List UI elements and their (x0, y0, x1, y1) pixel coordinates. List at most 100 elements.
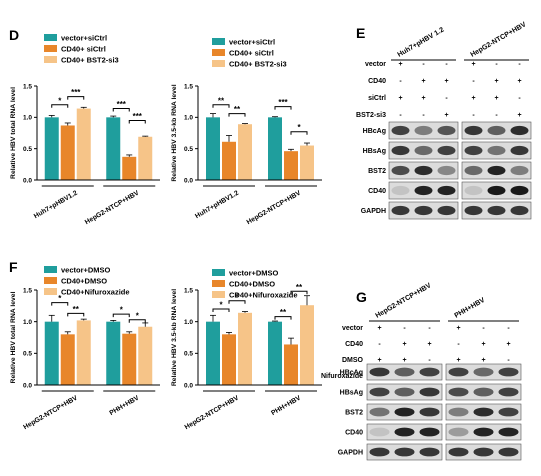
legend-swatch (44, 56, 57, 63)
band-label: HBsAg (340, 390, 363, 397)
panel-e-blot: E Huh7+pHBV 1.2 HepG2-NTCP+HBV vector + - - + - -… (356, 21, 532, 220)
condition-mark: + (517, 78, 521, 85)
legend-label: CD40+Nifuroxazide (229, 291, 298, 300)
blot-band (510, 145, 529, 156)
blot-band (394, 427, 415, 437)
y-tick-label: 0.0 (23, 382, 32, 389)
condition-mark: - (403, 325, 406, 332)
band-label: HBcAg (340, 370, 363, 377)
band-label: CD40 (345, 430, 363, 437)
x-category-label: HepG2-NTCP+HBV (84, 189, 141, 226)
significance-bracket (212, 104, 230, 108)
legend-label: CD40+ siCtrl (61, 45, 106, 54)
bar (76, 108, 91, 180)
y-axis-label: Relative HBV 3.5-kb RNA level (171, 289, 178, 386)
band-label: HBsAg (363, 148, 386, 155)
legend-swatch (212, 60, 225, 67)
condition-mark: + (481, 357, 485, 364)
legend-label: vector+siCtrl (61, 34, 107, 43)
condition-mark: - (445, 61, 448, 68)
significance-bracket (112, 313, 130, 318)
significance-label: *** (71, 88, 81, 97)
significance-bracket (274, 316, 292, 320)
y-tick-label: 1.0 (184, 115, 193, 122)
legend-swatch (212, 49, 225, 56)
blot-band (464, 125, 483, 136)
x-category-label: HepG2-NTCP+HBV (184, 394, 241, 431)
panel-f2: vector+DMSO CD40+DMSO CD40+Nifuroxazide 0.0… (171, 269, 322, 431)
blot-band (473, 367, 494, 377)
condition-mark: - (422, 112, 425, 119)
blot-band (391, 145, 410, 156)
condition-mark: + (377, 357, 381, 364)
band-label: CD40 (368, 188, 386, 195)
condition-mark: + (456, 325, 460, 332)
blot-band (419, 447, 440, 457)
condition-mark: + (471, 95, 475, 102)
panel-d2: vector+siCtrl CD40+ siCtrl CD40+ BST2-si3 0… (171, 38, 322, 226)
legend-label: CD40+DMSO (61, 277, 107, 286)
y-axis-label: Relative HBV total RNA level (10, 291, 17, 383)
blot-band (498, 407, 519, 417)
condition-mark: - (518, 95, 521, 102)
condition-mark: - (518, 61, 521, 68)
blot-band (473, 447, 494, 457)
x-category-label: PHH+HBV (270, 394, 302, 417)
blot-band (464, 165, 483, 176)
condition-label: vector (342, 325, 363, 332)
blot-band (498, 447, 519, 457)
blot-band (437, 145, 456, 156)
panel-label: E (356, 25, 365, 41)
bar (238, 124, 252, 180)
y-tick-label: 0.0 (184, 382, 193, 389)
condition-mark: + (377, 325, 381, 332)
significance-bracket (212, 308, 230, 312)
bar (76, 320, 91, 385)
panel-label: G (356, 289, 367, 305)
significance-bracket (112, 108, 130, 112)
group-header: Huh7+pHBV 1.2 (397, 26, 446, 58)
group-header: HepG2-NTCP+HBV (470, 21, 528, 59)
condition-mark: - (507, 325, 510, 332)
blot-band (487, 165, 506, 176)
condition-mark: - (378, 341, 381, 348)
group-header: HepG2-NTCP+HBV (375, 282, 433, 320)
condition-mark: + (421, 95, 425, 102)
blot-band (448, 447, 469, 457)
blot-band (510, 185, 529, 196)
band-label: HBcAg (363, 128, 386, 135)
significance-bracket (128, 319, 146, 323)
significance-label: ** (73, 305, 80, 314)
legend-swatch (44, 277, 57, 284)
bar (122, 333, 137, 385)
group-header: PHH+HBV (454, 297, 487, 320)
legend-swatch (44, 266, 57, 273)
y-tick-label: 1.5 (23, 287, 32, 294)
condition-mark: + (444, 78, 448, 85)
blot-band (498, 427, 519, 437)
blot-band (510, 125, 529, 136)
condition-label: BST2-si3 (356, 112, 386, 119)
blot-band (419, 387, 440, 397)
blot-band (473, 407, 494, 417)
panel-g-blot: G HepG2-NTCP+HBV PHH+HBV vector + - - + - - CD40 - +… (321, 282, 522, 461)
blot-band (394, 387, 415, 397)
blot-band (487, 145, 506, 156)
blot-band (498, 387, 519, 397)
blot-band (414, 125, 433, 136)
legend-swatch (44, 34, 57, 41)
significance-bracket (290, 290, 308, 295)
legend-label: CD40+Nifuroxazide (61, 288, 130, 297)
y-tick-label: 1.0 (23, 115, 32, 122)
condition-mark: + (398, 95, 402, 102)
bar (60, 334, 75, 385)
condition-mark: + (506, 341, 510, 348)
blot-band (437, 185, 456, 196)
legend-label: CD40+ siCtrl (229, 49, 274, 58)
condition-mark: + (494, 95, 498, 102)
significance-bracket (67, 96, 85, 100)
legend-swatch (44, 45, 57, 52)
y-tick-label: 0.5 (184, 146, 193, 153)
blot-band (369, 407, 390, 417)
bar (106, 321, 121, 385)
